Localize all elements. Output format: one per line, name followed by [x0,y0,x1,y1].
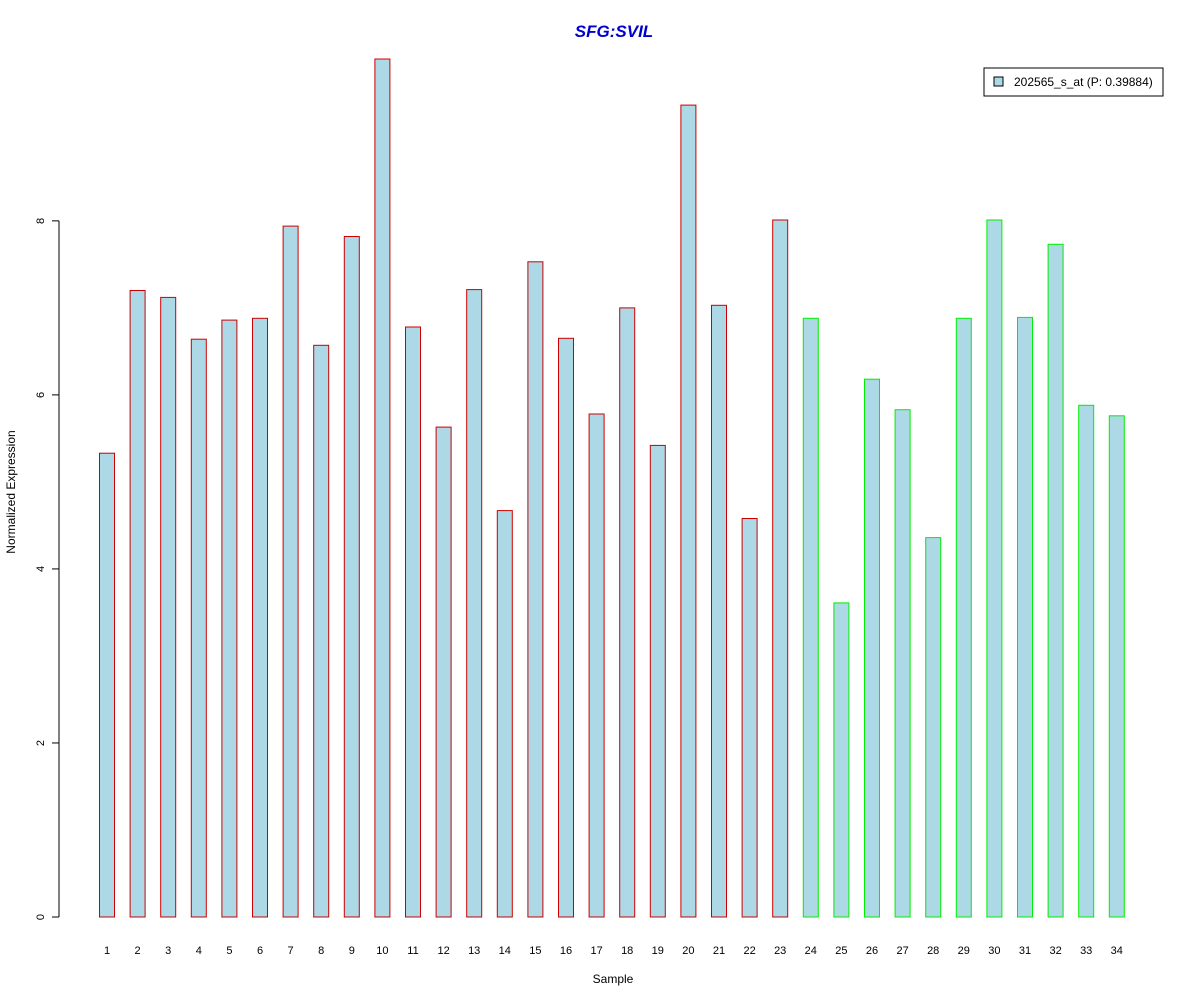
x-tick-label: 34 [1111,945,1123,957]
x-axis-title: Sample [593,972,634,986]
bar-sample-16 [558,337,574,918]
x-tick-label: 32 [1049,945,1061,957]
bar-sample-2 [129,290,146,918]
bar-sample-25 [833,602,850,918]
x-tick-label: 29 [958,945,970,957]
x-tick-label: 23 [774,945,786,957]
bar-sample-33 [1078,404,1095,918]
legend-swatch [993,76,1004,87]
x-tick-label: 1 [104,945,110,957]
bar-sample-32 [1047,243,1064,918]
bars-group [99,58,1125,918]
x-tick-label: 2 [135,945,141,957]
bar-sample-17 [588,413,605,918]
x-tick-label: 16 [560,945,572,957]
y-axis: 0 2 4 6 8 [35,218,60,920]
bar-sample-10 [374,58,391,918]
x-tick-label: 17 [590,945,602,957]
x-tick-label: 8 [318,945,324,957]
bar-sample-3 [160,296,177,918]
bar-sample-1 [99,452,115,918]
x-tick-label: 19 [652,945,664,957]
legend-label: 202565_s_at (P: 0.39884) [1014,75,1153,89]
bar-sample-12 [435,426,452,918]
bar-sample-13 [466,289,483,918]
bar-sample-6 [252,317,268,918]
y-tick-label: 0 [35,914,47,920]
x-tick-label: 15 [529,945,541,957]
x-tick-label: 20 [682,945,694,957]
y-tick-label: 8 [35,218,47,224]
bar-sample-27 [894,409,911,918]
bar-sample-14 [496,510,513,918]
y-tick-label: 2 [35,740,47,746]
bar-sample-31 [1017,316,1033,918]
x-tick-label: 25 [835,945,847,957]
x-tick-label: 9 [349,945,355,957]
x-tick-label: 11 [407,945,418,957]
legend-box [983,67,1164,97]
x-tick-label: 22 [743,945,755,957]
bar-sample-5 [221,319,238,918]
chart-title: SFG:SVIL [575,22,653,41]
x-tick-label: 10 [376,945,388,957]
x-tick-label: 24 [805,945,817,957]
bar-sample-7 [282,225,299,918]
bar-sample-15 [527,261,544,918]
x-axis-tick-labels: 1 2 3 4 5 6 7 8 9 10 11 12 13 14 15 16 17 18 19 20 21 22 23 24 2… [104,945,1123,957]
x-tick-label: 6 [257,945,263,957]
x-tick-label: 3 [165,945,171,957]
bar-sample-9 [343,236,360,918]
x-tick-label: 4 [196,945,202,957]
x-tick-label: 28 [927,945,939,957]
bar-sample-30 [986,219,1003,918]
x-tick-label: 12 [437,945,449,957]
y-tick-label: 4 [35,566,47,572]
x-tick-label: 26 [866,945,878,957]
x-tick-label: 13 [468,945,480,957]
x-tick-label: 27 [896,945,908,957]
y-axis-title: Normalized Expression [4,430,18,553]
x-tick-label: 31 [1019,945,1031,957]
y-tick-label: 6 [35,392,47,398]
x-tick-label: 14 [499,945,511,957]
bar-sample-21 [711,304,727,918]
x-tick-label: 7 [288,945,294,957]
bar-sample-11 [405,326,421,918]
bar-sample-23 [772,219,789,918]
bar-sample-20 [680,104,697,918]
bar-sample-4 [190,338,207,918]
x-tick-label: 33 [1080,945,1092,957]
bar-sample-8 [313,344,330,918]
bar-sample-22 [741,518,758,918]
x-tick-label: 18 [621,945,633,957]
bar-sample-26 [864,378,880,918]
bar-sample-24 [802,317,819,918]
bar-sample-19 [649,444,666,918]
bar-sample-34 [1108,415,1125,918]
x-tick-label: 5 [226,945,232,957]
bar-sample-18 [619,307,636,918]
x-tick-label: 30 [988,945,1000,957]
legend: 202565_s_at (P: 0.39884) [983,67,1164,97]
bar-sample-28 [925,537,942,918]
bar-sample-29 [955,317,972,918]
x-tick-label: 21 [713,945,725,957]
